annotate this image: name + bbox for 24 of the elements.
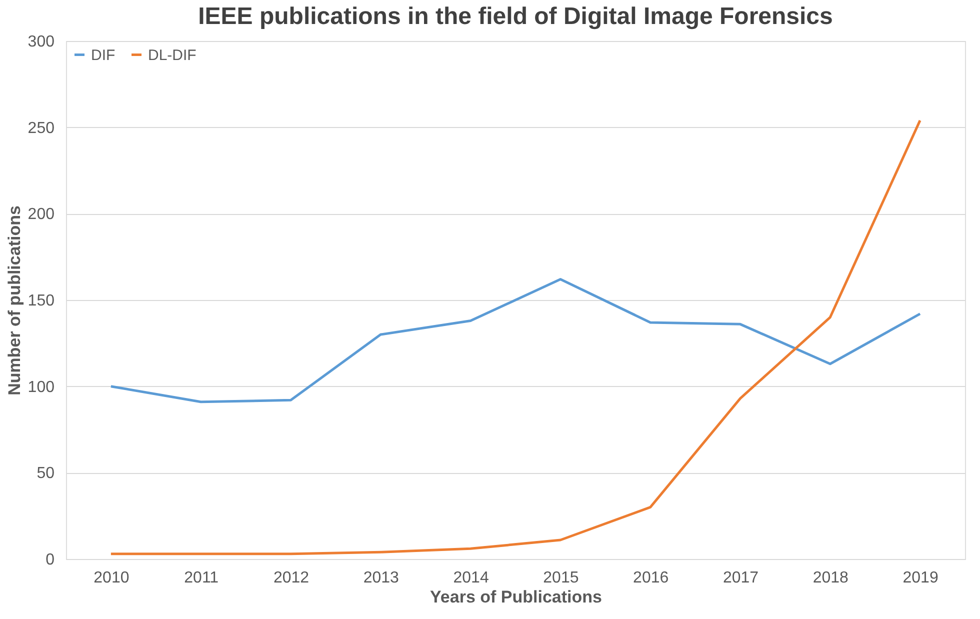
x-tick-label: 2016 — [633, 570, 669, 586]
chart-title: IEEE publications in the field of Digital Image Forensics — [198, 3, 833, 30]
x-tick-label: 2011 — [184, 570, 219, 586]
y-tick-label: 150 — [28, 292, 55, 310]
x-tick-label: 2019 — [902, 570, 938, 586]
line-series — [110, 119, 922, 556]
legend-label: DIF — [91, 46, 116, 64]
x-axis-title: Years of Publications — [430, 588, 602, 606]
x-tick-label: 2017 — [722, 570, 759, 586]
legend-label: DL-DIF — [148, 46, 196, 64]
y-tick-label: 250 — [28, 120, 55, 137]
x-tick-label: 2010 — [94, 570, 130, 586]
x-tick-label: 2015 — [543, 570, 579, 586]
y-tick-label: 50 — [36, 465, 55, 482]
x-tick-label: 2018 — [812, 570, 849, 586]
y-tick-label: 300 — [28, 34, 55, 50]
y-tick-label: 200 — [28, 206, 55, 224]
x-tick-label: 2013 — [363, 570, 400, 586]
y-tick-label: 0 — [46, 552, 55, 568]
line-series — [110, 278, 922, 404]
x-tick-label: 2012 — [273, 570, 310, 586]
y-axis-title: Number of publications — [4, 206, 24, 396]
y-tick-label: 100 — [28, 378, 55, 396]
x-tick-label: 2014 — [453, 570, 489, 586]
